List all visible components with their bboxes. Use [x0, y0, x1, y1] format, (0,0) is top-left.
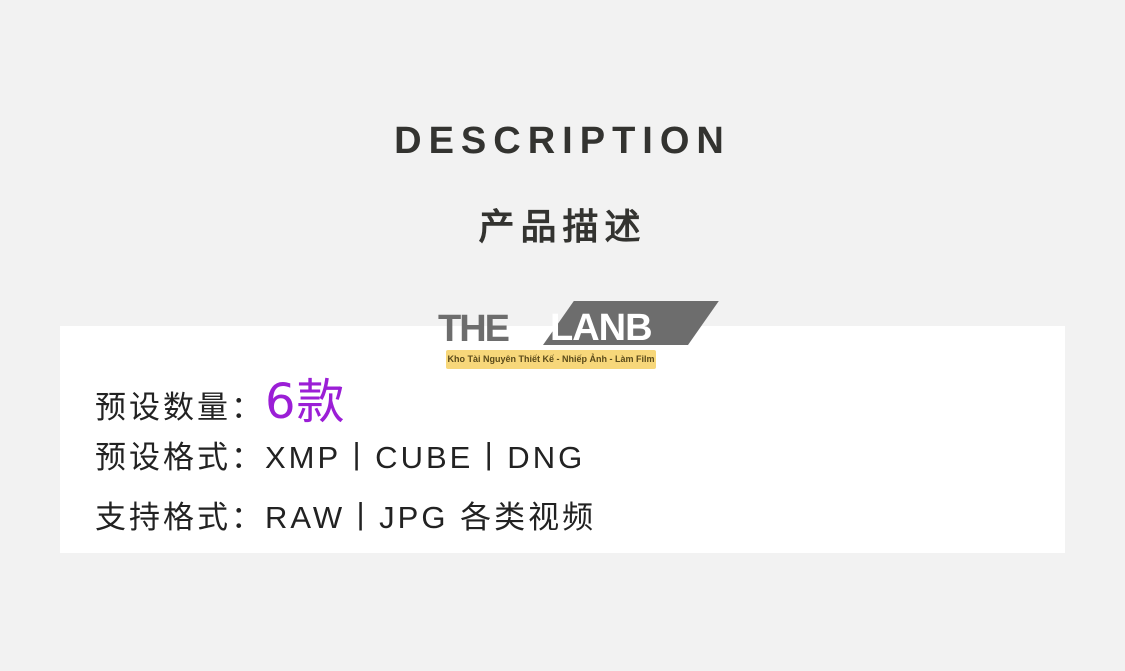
preset-format-row: 预设格式：XMP丨CUBE丨DNG: [95, 432, 585, 477]
preset-count-value: 6款: [265, 374, 346, 430]
preset-count-row: 预设数量：6款: [95, 362, 346, 432]
preset-count-label: 预设数量：: [95, 390, 265, 426]
thelanb-logo: THE LANB Kho Tài Nguyên Thiết Kế - Nhiếp…: [438, 300, 719, 372]
section-subtitle: 产品描述: [478, 207, 647, 248]
logo-text-lanb: LANB: [550, 307, 653, 349]
logo-tagline: Kho Tài Nguyên Thiết Kế - Nhiếp Ảnh - Là…: [446, 350, 656, 369]
section-title: DESCRIPTION: [394, 120, 731, 162]
supported-format-label: 支持格式：: [95, 500, 265, 536]
preset-format-value: XMP丨CUBE丨DNG: [265, 440, 586, 475]
supported-format-value: RAW丨JPG 各类视频: [265, 500, 597, 535]
logo-text-the: THE: [438, 308, 510, 350]
preset-format-label: 预设格式：: [95, 440, 265, 476]
supported-format-row: 支持格式：RAW丨JPG 各类视频: [95, 492, 596, 537]
